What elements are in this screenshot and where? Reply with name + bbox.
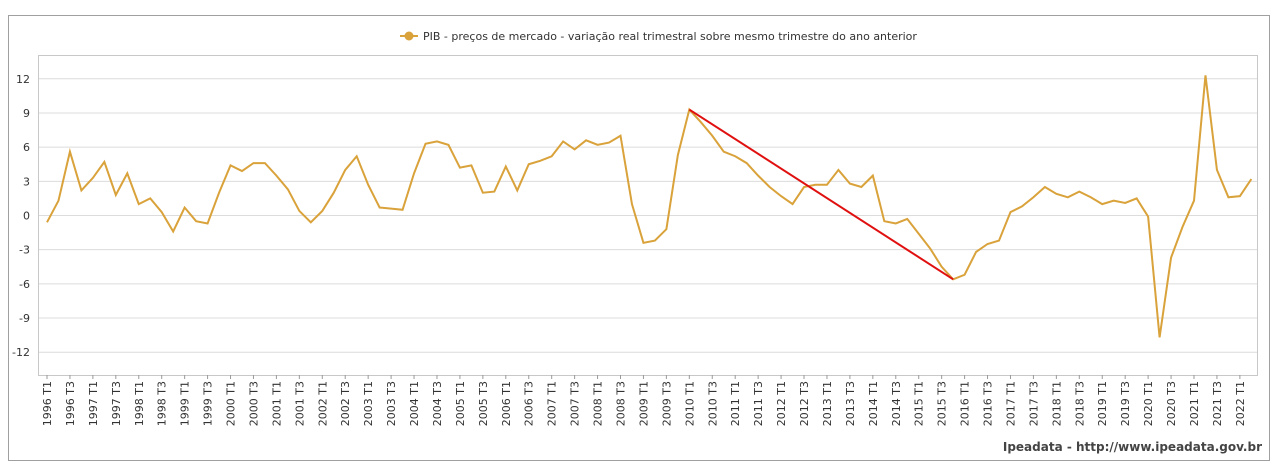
x-tick-label: 2019 T3 — [1119, 381, 1132, 426]
legend-marker — [404, 31, 414, 41]
y-tick-label: -9 — [19, 312, 30, 325]
x-tick-label: 2017 T1 — [1004, 381, 1017, 426]
y-tick-label: -12 — [12, 346, 30, 359]
x-tick-label: 2009 T1 — [637, 381, 650, 426]
x-tick-label: 1998 T3 — [156, 381, 169, 426]
x-tick-label: 2020 T3 — [1165, 381, 1178, 426]
annotation-line — [688, 108, 954, 281]
y-tick-label: 3 — [23, 175, 30, 188]
x-tick-label: 2003 T3 — [385, 381, 398, 426]
y-tick-label: 6 — [23, 141, 30, 154]
x-tick-label: 2004 T3 — [431, 381, 444, 426]
x-tick-label: 2020 T1 — [1142, 381, 1155, 426]
x-tick-label: 2008 T1 — [592, 381, 605, 426]
x-tick-label: 2014 T1 — [867, 381, 880, 426]
x-tick-label: 2017 T3 — [1027, 381, 1040, 426]
x-tick-label: 2018 T1 — [1050, 381, 1063, 426]
x-tick-label: 2014 T3 — [890, 381, 903, 426]
x-tick-label: 2010 T3 — [706, 381, 719, 426]
x-tick-label: 2012 T1 — [775, 381, 788, 426]
x-tick-label: 2015 T1 — [913, 381, 926, 426]
x-tick-label: 2007 T3 — [569, 381, 582, 426]
legend-label: PIB - preços de mercado - variação real … — [423, 30, 917, 43]
x-tick-label: 2007 T1 — [546, 381, 559, 426]
x-tick-label: 2000 T1 — [225, 381, 238, 426]
x-tick-label: 2019 T1 — [1096, 381, 1109, 426]
source: Ipeadata - http://www.ipeadata.gov.br — [1003, 440, 1262, 454]
x-tick-label: 2002 T1 — [316, 381, 329, 426]
x-tick-label: 1999 T1 — [179, 381, 192, 426]
x-tick-label: 2005 T1 — [454, 381, 467, 426]
x-tick-label: 2004 T1 — [408, 381, 421, 426]
x-tick-label: 1997 T1 — [87, 381, 100, 426]
x-tick-label: 2012 T3 — [798, 381, 811, 426]
x-tick-label: 1996 T3 — [64, 381, 77, 426]
x-tick-label: 1999 T3 — [202, 381, 215, 426]
x-tick-label: 2011 T1 — [729, 381, 742, 426]
x-tick-label: 2016 T3 — [982, 381, 995, 426]
y-tick-label: -3 — [19, 244, 30, 257]
x-tick-label: 2005 T3 — [477, 381, 490, 426]
x-tick-label: 2006 T1 — [500, 381, 513, 426]
x-tick-label: 2011 T3 — [752, 381, 765, 426]
x-tick-label: 2002 T3 — [339, 381, 352, 426]
x-tick-label: 2021 T1 — [1188, 381, 1201, 426]
x-tick-label: 2009 T3 — [660, 381, 673, 426]
x-tick-label: 2013 T3 — [844, 381, 857, 426]
x-tick-label: 2000 T3 — [247, 381, 260, 426]
x-tick-label: 2001 T3 — [293, 381, 306, 426]
y-tick-label: 12 — [16, 73, 30, 86]
x-tick-label: 2016 T1 — [959, 381, 972, 426]
x-tick-label: 2008 T3 — [615, 381, 628, 426]
plot-area — [38, 55, 1258, 376]
x-tick-label: 2003 T1 — [362, 381, 375, 426]
x-tick-label: 1996 T1 — [41, 381, 54, 426]
x-tick-label: 2006 T3 — [523, 381, 536, 426]
y-tick-label: -6 — [19, 278, 30, 291]
x-tick-label: 2018 T3 — [1073, 381, 1086, 426]
x-tick-label: 1997 T3 — [110, 381, 123, 426]
y-tick-label: 0 — [23, 210, 30, 223]
frame — [8, 15, 1270, 461]
x-tick-label: 2021 T3 — [1211, 381, 1224, 426]
y-tick-label: 9 — [23, 107, 30, 120]
x-tick-label: 2010 T1 — [683, 381, 696, 426]
x-tick-label: 2015 T3 — [936, 381, 949, 426]
x-tick-label: 2001 T1 — [270, 381, 283, 426]
series-line — [46, 75, 1253, 338]
x-tick-label: 2022 T1 — [1234, 381, 1247, 426]
x-tick-label: 1998 T1 — [133, 381, 146, 426]
x-tick-label: 2013 T1 — [821, 381, 834, 426]
